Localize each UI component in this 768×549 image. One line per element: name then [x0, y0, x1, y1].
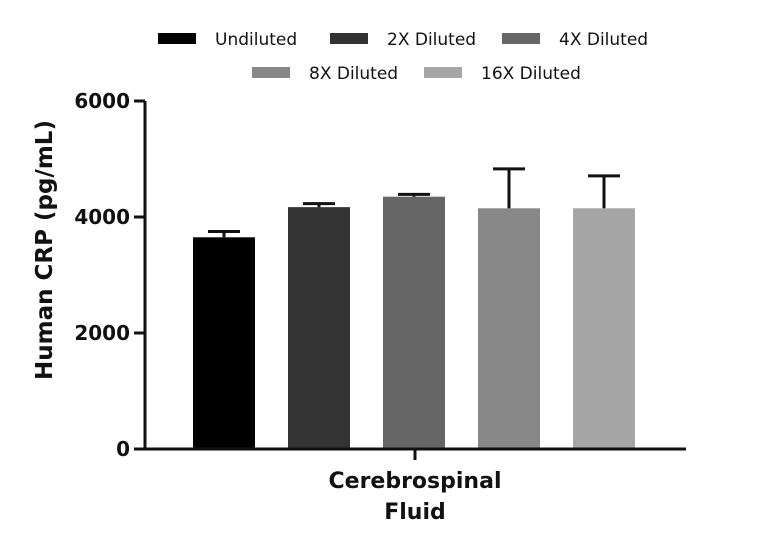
- y-tick-label-2: 4000: [74, 205, 130, 229]
- legend: Undiluted 2X Diluted 4X Diluted 8X Dilut…: [158, 30, 648, 84]
- legend-swatch-undiluted: [158, 33, 196, 44]
- y-tick-label-0: 0: [116, 437, 130, 461]
- error-bars: [208, 167, 620, 238]
- legend-label-2x-diluted: 2X Diluted: [387, 30, 476, 50]
- legend-label-16x-diluted: 16X Diluted: [481, 64, 581, 84]
- legend-swatch-2x-diluted: [330, 33, 368, 44]
- y-tick-labels: 0 2000 4000 6000: [74, 89, 130, 461]
- legend-swatch-8x-diluted: [252, 67, 290, 78]
- axes: [143, 101, 686, 460]
- bar-2x-diluted: [288, 207, 350, 449]
- category-label: Cerebrospinal Fluid: [329, 469, 502, 525]
- legend-label-undiluted: Undiluted: [215, 30, 297, 50]
- bar-undiluted: [193, 237, 255, 449]
- legend-label-4x-diluted: 4X Diluted: [559, 30, 648, 50]
- y-tick-marks: [134, 99, 145, 451]
- legend-label-8x-diluted: 8X Diluted: [309, 64, 398, 84]
- y-axis-title: Human CRP (pg/mL): [32, 120, 58, 380]
- legend-swatch-4x-diluted: [502, 33, 540, 44]
- category-label-line-1: Cerebrospinal: [329, 469, 502, 494]
- bar-4x-diluted: [383, 196, 445, 449]
- y-tick-label-3: 6000: [74, 89, 130, 113]
- legend-swatch-16x-diluted: [424, 67, 462, 78]
- category-label-line-2: Fluid: [384, 500, 446, 525]
- bars: [193, 196, 635, 449]
- bar-16x-diluted: [573, 208, 635, 449]
- y-tick-label-1: 2000: [74, 321, 130, 345]
- bar-8x-diluted: [478, 208, 540, 449]
